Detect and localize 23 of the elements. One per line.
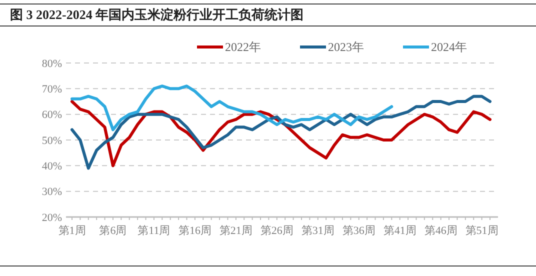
x-tick-label: 第21周 — [219, 225, 252, 237]
x-tick-label: 第46周 — [424, 225, 458, 237]
x-tick-label: 第31周 — [301, 225, 334, 237]
y-tick-label: 30% — [42, 186, 62, 198]
y-tick-label: 40% — [42, 160, 62, 173]
x-tick-label: 第51周 — [465, 225, 498, 237]
y-tick-label: 60% — [42, 109, 62, 122]
y-tick-label: 50% — [42, 134, 62, 147]
x-tick-label: 第26周 — [260, 225, 294, 237]
y-tick-label: 20% — [42, 212, 62, 224]
x-tick-label: 第1周 — [58, 225, 86, 237]
x-tick-label: 第16周 — [178, 225, 212, 237]
line-series — [70, 84, 394, 132]
x-tick-label: 第6周 — [99, 225, 127, 237]
x-tick-label: 第41周 — [383, 225, 416, 237]
y-tick-label: 70% — [42, 84, 62, 96]
y-tick-label: 80% — [42, 58, 62, 70]
chart-title: 图 3 2022-2024 年国内玉米淀粉行业开工负荷统计图 — [10, 7, 304, 22]
legend-label: 2024年 — [431, 40, 467, 54]
legend-label: 2023年 — [328, 40, 364, 54]
legend-label: 2022年 — [225, 40, 261, 54]
x-tick-label: 第11周 — [138, 225, 170, 237]
x-tick-label: 第36周 — [342, 225, 376, 237]
